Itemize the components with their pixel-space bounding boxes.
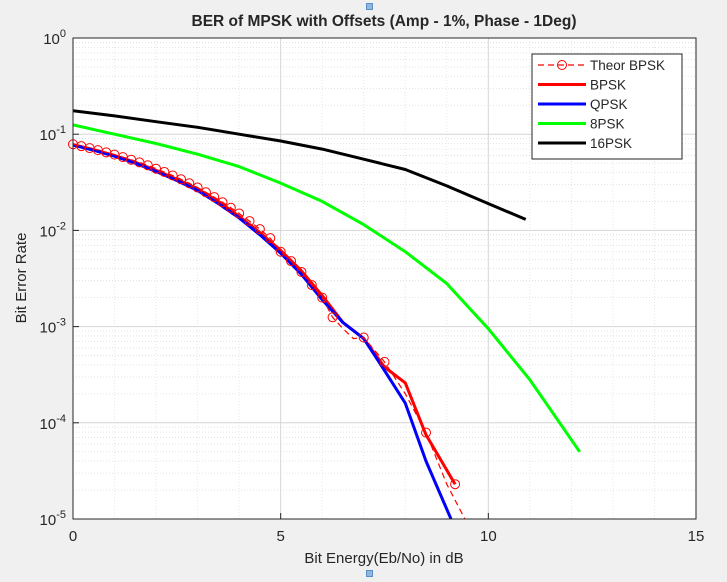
data-point-theor-bpsk xyxy=(317,292,328,303)
x-tick-label: 0 xyxy=(69,528,77,545)
y-tick-label: 10-2 xyxy=(40,220,66,240)
data-point-theor-bpsk xyxy=(217,197,228,208)
x-axis-label: Bit Energy(Eb/No) in dB xyxy=(304,550,463,567)
data-point-theor-bpsk xyxy=(265,233,276,244)
legend-marker xyxy=(557,60,567,70)
series-line-16psk xyxy=(73,109,527,221)
y-tick-label: 100 xyxy=(43,28,66,48)
data-point-theor-bpsk xyxy=(175,174,186,185)
data-point-theor-bpsk xyxy=(159,166,170,177)
data-point-theor-bpsk xyxy=(192,182,203,193)
data-point-theor-bpsk xyxy=(184,178,195,189)
title-anchor-marker[interactable] xyxy=(366,3,373,10)
x-axis-ticks: 0 5 10 15 xyxy=(69,513,705,545)
data-point-theor-bpsk xyxy=(244,216,255,227)
data-point-theor-bpsk xyxy=(327,312,338,323)
plot-frame xyxy=(72,37,697,520)
legend[interactable]: Theor BPSK BPSK QPSK 8PSK 16PSK xyxy=(531,53,683,160)
data-point-theor-bpsk xyxy=(142,160,153,171)
y-axis-ticks: 100 10-1 10-2 10-3 10-4 10-5 xyxy=(40,28,79,529)
y-tick-label: 10-4 xyxy=(40,413,66,433)
legend-label: 8PSK xyxy=(590,117,625,132)
chart-title: BER of MPSK with Offsets (Amp - 1%, Phas… xyxy=(192,13,577,30)
data-point-theor-bpsk xyxy=(286,256,297,267)
data-point-theor-bpsk xyxy=(167,170,178,181)
data-point-theor-bpsk xyxy=(296,266,307,277)
y-tick-label: 10-5 xyxy=(40,509,66,529)
x-tick-label: 10 xyxy=(480,528,497,545)
data-point-theor-bpsk xyxy=(306,280,317,291)
y-axis-label: Bit Error Rate xyxy=(13,233,30,324)
xlabel-anchor-marker[interactable] xyxy=(366,570,373,577)
series-line-theor-bpsk xyxy=(73,143,466,519)
legend-label: BPSK xyxy=(590,78,626,93)
x-tick-label: 5 xyxy=(276,528,284,545)
data-point-theor-bpsk xyxy=(379,356,390,367)
data-point-theor-bpsk xyxy=(254,224,265,235)
data-point-theor-bpsk xyxy=(421,427,432,438)
data-point-theor-bpsk xyxy=(234,208,245,219)
legend-label: QPSK xyxy=(590,97,628,112)
data-point-theor-bpsk xyxy=(358,332,369,343)
y-tick-label: 10-1 xyxy=(40,124,66,144)
legend-label: 16PSK xyxy=(590,136,632,151)
data-point-theor-bpsk xyxy=(225,202,236,213)
data-point-theor-bpsk xyxy=(275,246,286,257)
legend-label: Theor BPSK xyxy=(590,58,665,73)
x-tick-label: 15 xyxy=(688,528,705,545)
data-point-theor-bpsk xyxy=(450,479,461,490)
y-tick-label: 10-3 xyxy=(40,317,66,337)
data-point-theor-bpsk xyxy=(151,163,162,174)
data-point-theor-bpsk xyxy=(209,192,220,203)
data-point-theor-bpsk xyxy=(200,187,211,198)
series-layer xyxy=(68,109,581,519)
series-line-8psk xyxy=(73,123,581,453)
